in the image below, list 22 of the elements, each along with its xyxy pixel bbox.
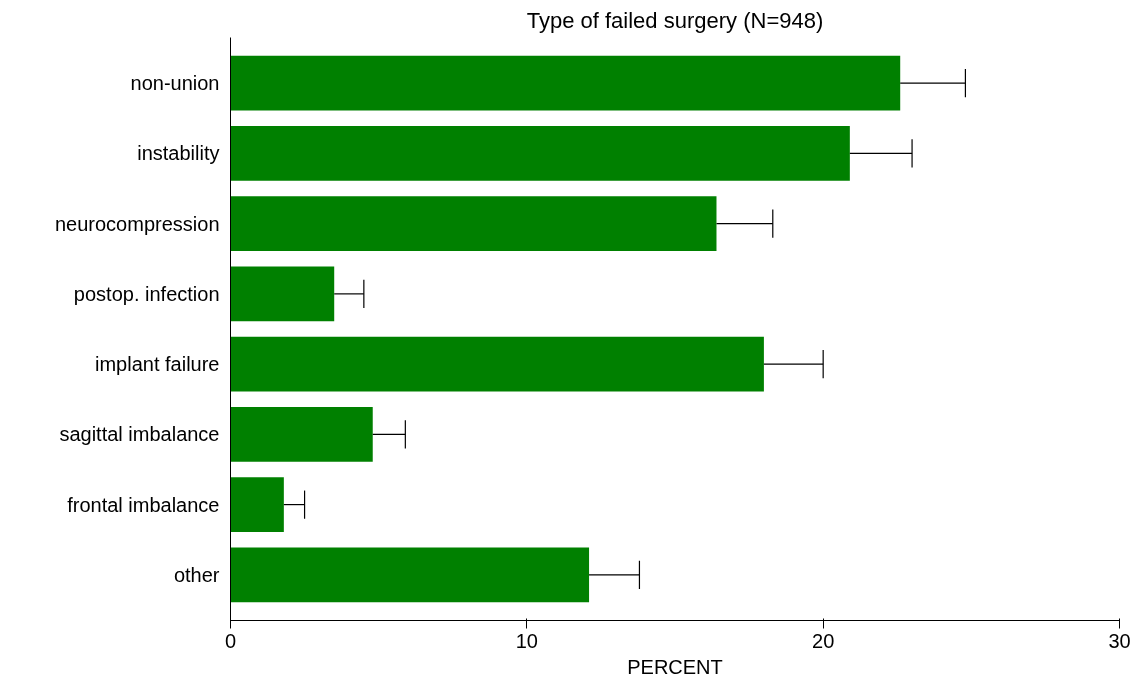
bar (230, 55, 901, 111)
bar (230, 196, 717, 252)
bar (230, 406, 373, 462)
bar (230, 477, 284, 532)
x-tick-label: 30 (1108, 629, 1131, 652)
y-tick-label: sagittal imbalance (59, 423, 220, 446)
y-tick-label: postop. infection (73, 282, 220, 305)
x-tick-label: 0 (224, 629, 237, 652)
y-tick-label: non-union (130, 72, 220, 95)
y-tick-label: other (173, 563, 220, 586)
x-axis-title: PERCENT (627, 655, 723, 678)
bar (230, 547, 590, 603)
x-tick-label: 20 (812, 629, 835, 652)
chart-title: Type of failed surgery (N=948) (526, 7, 824, 33)
bar (230, 266, 335, 322)
y-tick-label: instability (137, 142, 220, 165)
x-tick-label: 10 (515, 629, 538, 652)
y-tick-label: neurocompression (54, 212, 220, 235)
y-tick-label: frontal imbalance (67, 493, 220, 516)
bar (230, 336, 764, 392)
bar (230, 126, 850, 181)
y-tick-label: implant failure (95, 353, 220, 376)
